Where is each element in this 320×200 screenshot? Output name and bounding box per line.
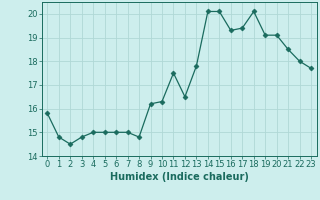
X-axis label: Humidex (Indice chaleur): Humidex (Indice chaleur) xyxy=(110,172,249,182)
